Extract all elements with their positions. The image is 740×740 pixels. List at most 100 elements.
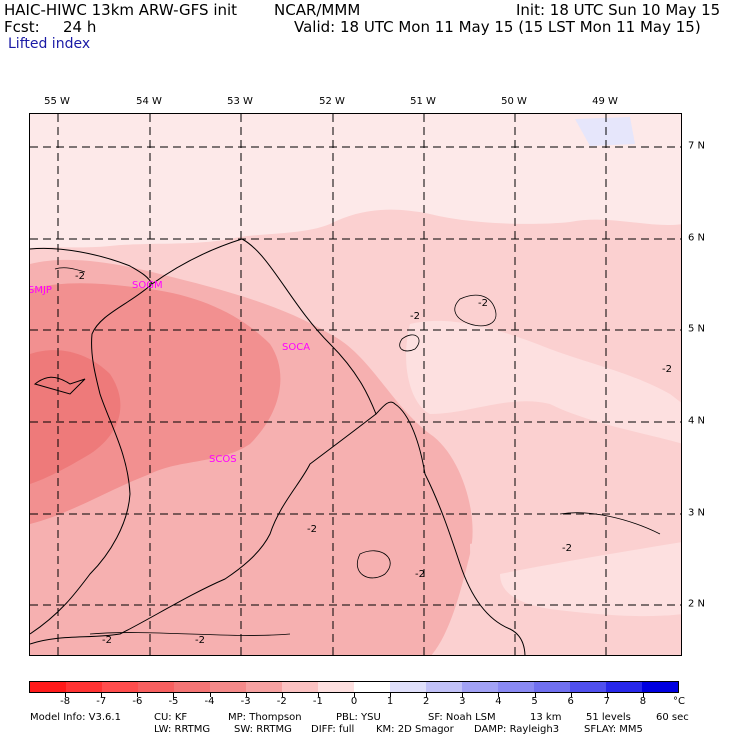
station-label: SCOS: [209, 454, 237, 465]
mp-scheme: MP: Thompson: [228, 712, 302, 723]
colorbar-tick: [65, 693, 67, 697]
colorbar-tick: [209, 693, 211, 697]
colorbar-tick: [354, 693, 355, 697]
colorbar-tick-label: -2: [276, 696, 287, 707]
colorbar-tick-label: -4: [204, 696, 215, 707]
sf-scheme: SF: Noah LSM: [428, 712, 496, 723]
lon-label: 54 W: [136, 96, 162, 107]
forecast-label: Fcst:: [4, 18, 40, 36]
colorbar-tick-label: 1: [386, 696, 394, 707]
colorbar-swatch: [498, 682, 534, 692]
station-label: SOGM: [132, 280, 163, 291]
colorbar-swatch: [390, 682, 426, 692]
field-name: Lifted index: [8, 36, 91, 52]
contour-label: -2: [307, 524, 317, 535]
sw-scheme: SW: RRTMG: [234, 724, 292, 735]
colorbar-tick-label: -6: [132, 696, 143, 707]
diff-scheme: DIFF: full: [311, 724, 355, 735]
init-time: Init: 18 UTC Sun 10 May 15: [516, 1, 721, 19]
colorbar-tick-label: 6: [567, 696, 574, 707]
colorbar-tick: [245, 693, 247, 697]
colorbar-swatch: [462, 682, 498, 692]
colorbar-swatch: [66, 682, 102, 692]
contour-label: -2: [102, 635, 112, 646]
colorbar-tick: [281, 693, 283, 697]
colorbar-tick: [137, 693, 139, 697]
colorbar-tick-label: 2: [423, 696, 430, 707]
lon-label: 50 W: [501, 96, 527, 107]
lon-label: 55 W: [44, 96, 70, 107]
valid-time: Valid: 18 UTC Mon 11 May 15 (15 LST Mon …: [294, 18, 701, 36]
station-label: SMJP: [30, 285, 52, 296]
colorbar-tick: [498, 693, 500, 697]
lat-label: 6 N: [688, 232, 706, 244]
colorbar-tick: [534, 693, 536, 697]
lon-label: 53 W: [227, 96, 253, 107]
contour-label: -2: [478, 298, 488, 309]
levels: 51 levels: [586, 712, 631, 723]
lat-label: 2 N: [688, 598, 706, 610]
colorbar-swatch: [210, 682, 246, 692]
lon-label: 51 W: [410, 96, 436, 107]
shade-light-east: [406, 320, 681, 444]
colorbar-swatch: [570, 682, 606, 692]
shade-lightest-se: [500, 542, 681, 617]
colorbar-tick-label: 3: [459, 696, 466, 707]
timestep: 60 sec: [656, 712, 689, 723]
colorbar-tick: [390, 693, 392, 697]
lat-label: 4 N: [688, 415, 706, 427]
colorbar-tick-label: 7: [603, 696, 610, 707]
colorbar-tick: [462, 693, 464, 697]
colorbar-tick-label: -1: [312, 696, 323, 707]
colorbar-swatch: [174, 682, 210, 692]
contour-label: -2: [75, 271, 85, 282]
lat-label: 7 N: [688, 140, 706, 152]
lw-scheme: LW: RRTMG: [154, 724, 211, 735]
colorbar-tick-label: -7: [96, 696, 107, 707]
colorbar-swatch: [642, 682, 678, 692]
colorbar-swatch: [426, 682, 462, 692]
colorbar-tick-label: -8: [60, 696, 71, 707]
contour-label: -2: [195, 635, 205, 646]
sflay-scheme: SFLAY: MM5: [584, 724, 643, 735]
colorbar-tick-label: 5: [531, 696, 538, 707]
colorbar-tick: [642, 693, 644, 697]
colorbar-tick-label: -5: [168, 696, 179, 707]
colorbar-swatch: [318, 682, 354, 692]
org-label: NCAR/MMM: [274, 1, 361, 19]
colorbar-tick: [426, 693, 428, 697]
lifted-index-field: -2 -2 -2 -2 -2 -2 -2 -2 -2 SMJP SOGM SOC…: [30, 114, 681, 655]
colorbar-tick: [101, 693, 103, 697]
borders: [30, 238, 526, 655]
km-scheme: KM: 2D Smagor: [376, 724, 454, 735]
colorbar-swatch: [246, 682, 282, 692]
pbl-scheme: PBL: YSU: [336, 712, 381, 723]
colorbar-tick: [570, 693, 572, 697]
colorbar-tick-label: -3: [240, 696, 251, 707]
colorbar-swatch: [606, 682, 642, 692]
damp-scheme: DAMP: Rayleigh3: [474, 724, 560, 735]
colorbar-swatch: [354, 682, 390, 692]
contour-label: -2: [562, 543, 572, 554]
contours: [54, 267, 661, 636]
resolution: 13 km: [530, 712, 562, 723]
lon-label: 49 W: [592, 96, 618, 107]
lat-label: 3 N: [688, 507, 706, 519]
lon-label: 52 W: [319, 96, 345, 107]
colorbar-swatch: [30, 682, 66, 692]
forecast-hours: 24 h: [63, 18, 97, 36]
colorbar-unit: °C: [673, 696, 685, 707]
colorbar: [29, 681, 679, 693]
colorbar-tick-label: 0: [350, 696, 358, 707]
cu-scheme: CU: KF: [154, 712, 188, 723]
model-info: Model Info: V3.6.1: [30, 712, 121, 723]
colorbar-swatch: [534, 682, 570, 692]
colorbar-tick-label: 8: [639, 696, 647, 707]
colorbar-swatch: [102, 682, 138, 692]
map-panel: -2 -2 -2 -2 -2 -2 -2 -2 -2 SMJP SOGM SOC…: [29, 113, 682, 656]
contour-label: -2: [662, 364, 672, 375]
colorbar-tick: [173, 693, 175, 697]
contour-label: -2: [410, 311, 420, 322]
colorbar-tick-label: 4: [495, 696, 502, 707]
colorbar-swatch: [138, 682, 174, 692]
